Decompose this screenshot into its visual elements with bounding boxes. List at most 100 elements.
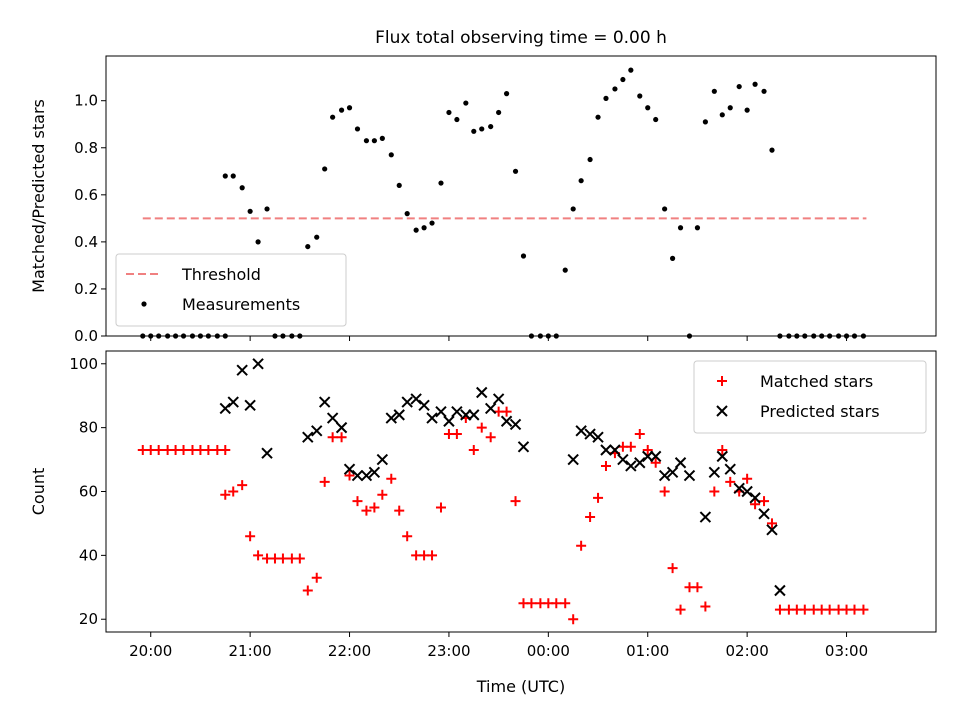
- predicted-star-point: [484, 402, 497, 415]
- measurement-point: [471, 128, 477, 134]
- measurement-point: [379, 135, 385, 141]
- predicted-star-point: [426, 412, 438, 424]
- measurement-point: [255, 239, 261, 245]
- legend-label: Predicted stars: [760, 402, 880, 421]
- matched-star-point: [576, 540, 587, 551]
- y-tick-label: 60: [79, 483, 98, 501]
- predicted-star-point: [385, 412, 397, 424]
- matched-star-point: [277, 553, 288, 564]
- x-tick-label: 01:00: [626, 642, 669, 660]
- measurement-point: [587, 156, 593, 163]
- series-predicted-stars: [219, 358, 786, 597]
- matched-star-point: [294, 553, 305, 564]
- predicted-star-point: [600, 444, 612, 456]
- measurement-point: [769, 147, 775, 153]
- measurement-point: [520, 253, 527, 259]
- matched-star-point: [203, 444, 214, 455]
- measurement-point: [736, 83, 742, 90]
- predicted-star-point: [476, 386, 488, 399]
- measurement-point: [620, 76, 626, 83]
- matched-star-point: [700, 601, 711, 612]
- predicted-star-point: [758, 508, 770, 520]
- matched-star-point: [824, 604, 835, 615]
- measurement-point: [488, 123, 494, 130]
- y-axis-label: Matched/Predicted stars: [29, 99, 48, 293]
- measurement-point: [761, 88, 767, 94]
- predicted-star-point: [741, 485, 753, 498]
- matched-star-point: [650, 457, 661, 468]
- measurement-point: [446, 109, 452, 116]
- predicted-star-point: [567, 453, 579, 466]
- matched-star-point: [245, 531, 256, 542]
- predicted-star-point: [368, 466, 381, 479]
- predicted-star-point: [351, 469, 364, 482]
- measurement-point: [637, 93, 643, 99]
- predicted-star-point: [435, 405, 447, 418]
- measurement-point: [322, 166, 328, 172]
- matched-star-point: [725, 476, 736, 487]
- predicted-star-point: [683, 469, 696, 482]
- predicted-star-point: [335, 421, 348, 434]
- predicted-star-point: [227, 396, 239, 408]
- matched-star-point: [593, 492, 604, 503]
- matched-star-point: [759, 496, 770, 507]
- measurement-point: [503, 91, 510, 97]
- figure-title: Flux total observing time = 0.00 h: [375, 28, 667, 48]
- measurement-point: [396, 182, 402, 189]
- matched-star-point: [560, 598, 571, 609]
- measurement-point: [570, 206, 576, 212]
- measurement-point: [429, 220, 435, 226]
- measurement-point: [454, 116, 460, 123]
- measurement-point: [578, 178, 584, 184]
- measurement-point: [719, 112, 725, 118]
- y-tick-label: 0.8: [74, 139, 98, 157]
- measurement-point: [752, 81, 758, 87]
- predicted-star-point: [766, 524, 778, 536]
- x-tick-label: 00:00: [527, 642, 570, 660]
- y-tick-label: 0.4: [74, 233, 98, 251]
- top-panel-ratio-plot: 0.0 0.2 0.4 0.6 0.8 1.0 Matched/Predicted star…: [29, 55, 937, 345]
- predicted-star-point: [302, 431, 314, 443]
- measurement-point: [438, 180, 444, 186]
- predicted-star-point: [649, 450, 662, 463]
- measurement-point: [463, 100, 469, 106]
- predicted-star-point: [617, 453, 629, 466]
- legend-box: [115, 253, 347, 327]
- matched-star-point: [327, 432, 338, 443]
- predicted-star-point: [376, 453, 389, 466]
- legend-label: Measurements: [182, 295, 300, 314]
- predicted-star-point: [401, 396, 413, 408]
- y-axis-label: Count: [29, 468, 48, 516]
- matched-star-point: [451, 429, 462, 440]
- series-measurements: [140, 67, 867, 339]
- predicted-star-point: [219, 402, 231, 415]
- matched-star-point: [369, 502, 380, 513]
- legend-matched-swatch: [717, 376, 727, 386]
- predicted-star-point: [708, 466, 721, 479]
- predicted-star-point: [575, 425, 587, 437]
- matched-star-point: [468, 444, 479, 455]
- predicted-star-point: [749, 492, 761, 504]
- matched-star-point: [228, 486, 239, 497]
- matched-star-point: [766, 518, 777, 529]
- y-tick-label: 20: [79, 610, 98, 628]
- predicted-star-point: [393, 409, 405, 421]
- x-axis-label: Time (UTC): [476, 677, 565, 696]
- predicted-star-point: [774, 584, 786, 597]
- y-tick-label: 1.0: [74, 92, 98, 110]
- measurement-point: [421, 225, 427, 231]
- matched-star-point: [220, 489, 231, 500]
- series-matched-stars: [137, 406, 869, 625]
- x-tick-label: 02:00: [726, 642, 769, 660]
- measurement-point: [479, 126, 485, 132]
- matched-star-point: [394, 505, 405, 516]
- predicted-star-point: [468, 409, 480, 421]
- measurement-point: [669, 255, 676, 261]
- matched-star-point: [344, 470, 355, 481]
- matched-star-point: [526, 598, 537, 609]
- legend: Threshold Measurements: [115, 253, 347, 327]
- predicted-star-point: [609, 444, 621, 456]
- measurement-point: [305, 243, 311, 250]
- predicted-star-point: [244, 399, 256, 411]
